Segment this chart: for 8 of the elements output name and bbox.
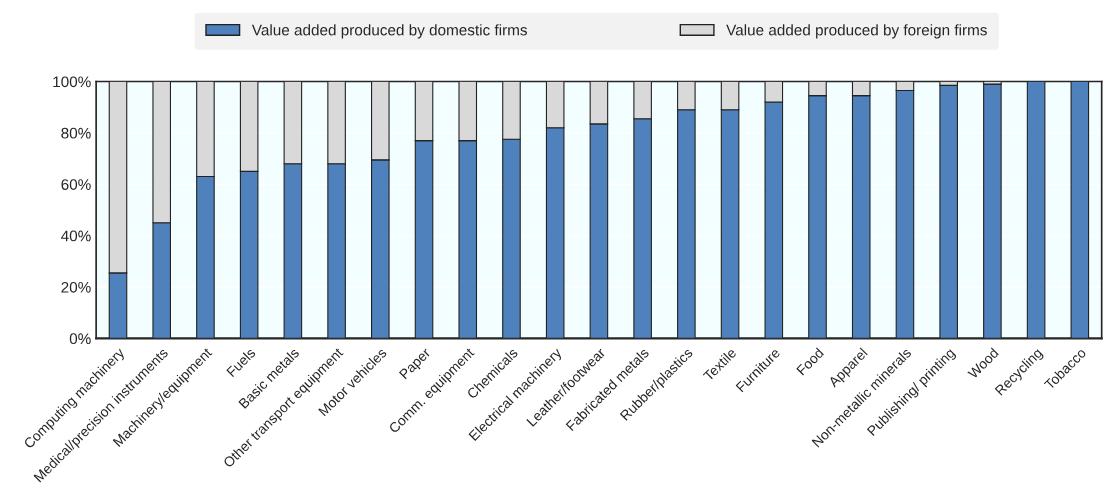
y-tick-label: 40% [61, 230, 91, 242]
y-tick-label: 80% [61, 127, 91, 139]
legend-label: Value added produced by domestic firms [251, 24, 527, 39]
y-tick-label: 20% [61, 281, 91, 293]
y-tick-label: 0% [69, 333, 91, 345]
legend-label: Value added produced by foreign firms [726, 24, 987, 39]
y-tick-label: 60% [61, 179, 91, 190]
y-tick-label: 100% [53, 76, 91, 88]
